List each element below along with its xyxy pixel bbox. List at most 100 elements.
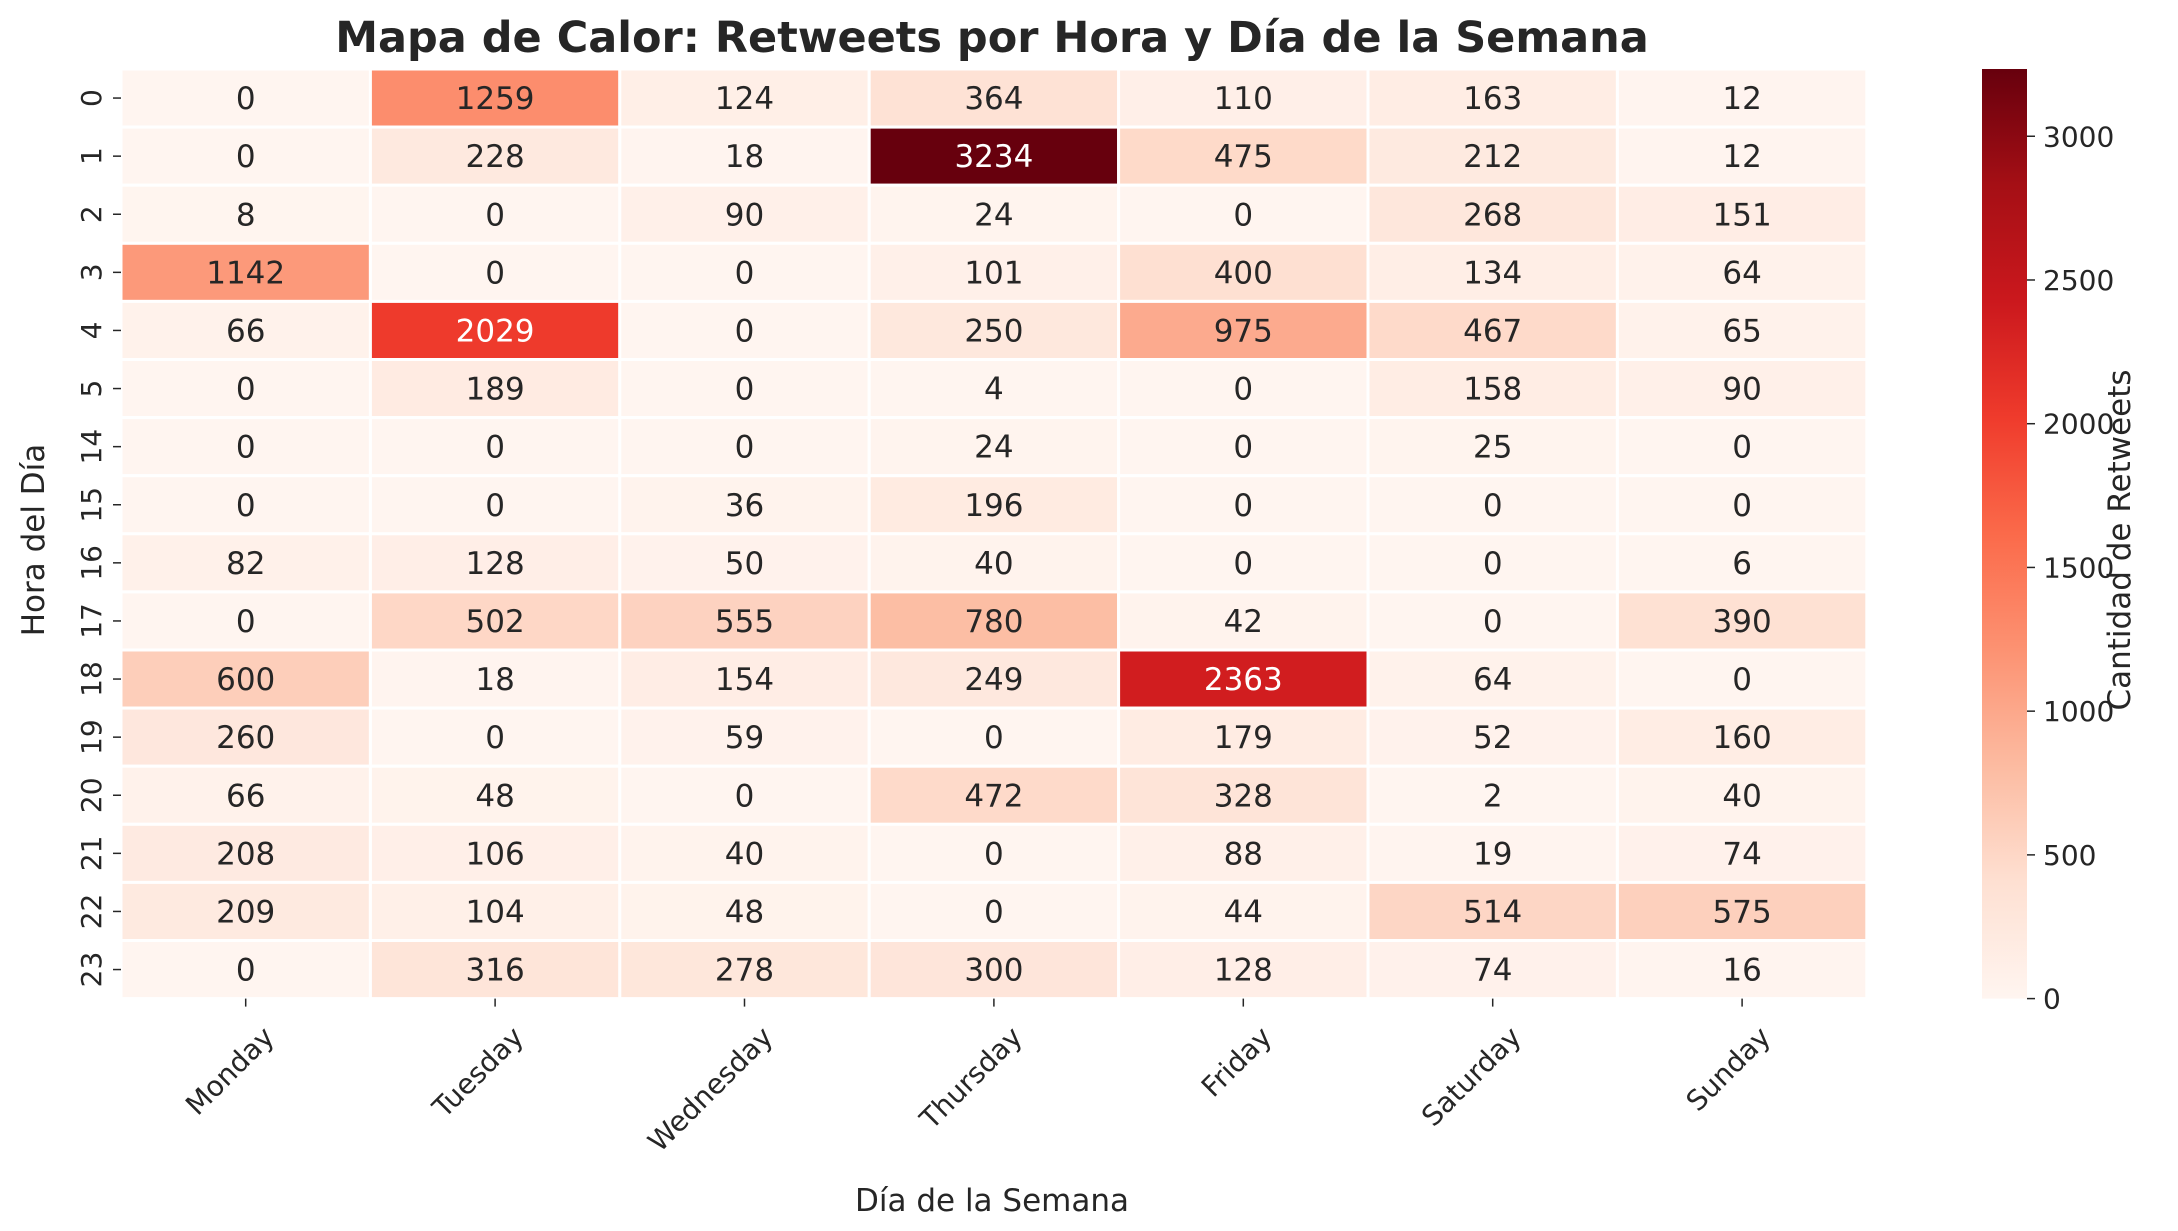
heatmap-cell <box>368 590 622 652</box>
cell-value-label: 0 <box>1233 197 1253 233</box>
heatmap-cell <box>1117 764 1370 826</box>
heatmap-cell <box>119 822 372 884</box>
x-axis-label: Día de la Semana <box>855 1183 1129 1219</box>
heatmap-cell <box>618 183 871 245</box>
heatmap-cell <box>119 474 372 536</box>
heatmap-cell <box>368 241 622 303</box>
cell-value-label: 316 <box>466 953 525 989</box>
heatmap-cell <box>1366 648 1619 710</box>
heatmap-cell <box>368 532 622 594</box>
heatmap-cell <box>119 706 372 768</box>
cell-value-label: 66 <box>226 778 265 814</box>
cell-value-label: 0 <box>485 255 505 291</box>
heatmap-cell <box>867 241 1121 303</box>
cell-value-label: 364 <box>964 81 1023 117</box>
heatmap-cell <box>1117 590 1370 652</box>
cell-value-label: 0 <box>735 430 755 466</box>
colorbar-tick-label: 0 <box>2043 983 2061 1016</box>
heatmap-cell <box>618 532 871 594</box>
heatmap-cell <box>368 416 622 478</box>
heatmap-cell <box>368 939 622 1001</box>
heatmap-cell <box>618 67 871 129</box>
heatmap-cell <box>867 939 1121 1001</box>
heatmap-cell <box>368 648 622 710</box>
cell-value-label: 48 <box>725 894 764 930</box>
y-tick-label: 1 <box>75 147 108 165</box>
cell-value-label: 90 <box>1722 372 1761 408</box>
colorbar-tick-label: 2500 <box>2043 264 2114 297</box>
heatmap-cell <box>618 764 871 826</box>
heatmap-cell <box>1615 880 1869 943</box>
cell-value-label: 4 <box>984 372 1004 408</box>
cell-value-label: 128 <box>1214 953 1273 989</box>
heatmap-cell <box>867 183 1121 245</box>
cell-value-label: 50 <box>725 546 764 582</box>
cell-value-label: 134 <box>1463 255 1522 291</box>
heatmap-cell <box>368 299 622 361</box>
cell-value-label: 1259 <box>456 81 535 117</box>
heatmap-cell <box>368 183 622 245</box>
y-tick-label: 0 <box>75 89 108 107</box>
cell-value-label: 0 <box>1233 488 1253 524</box>
chart-title: Mapa de Calor: Retweets por Hora y Día d… <box>335 13 1649 63</box>
heatmap-cell <box>368 125 622 187</box>
colorbar-gradient <box>1982 69 2027 999</box>
y-tick-label: 16 <box>75 545 108 581</box>
cell-value-label: 74 <box>1722 836 1761 872</box>
colorbar: 0 500 1000 1500 2000 2500 3000 <box>1982 69 2114 1016</box>
cell-value-label: 0 <box>1732 488 1752 524</box>
cell-value-label: 64 <box>1473 662 1512 698</box>
heatmap-cell <box>1366 474 1619 536</box>
heatmap-cell <box>1615 822 1869 884</box>
cell-value-label: 44 <box>1224 894 1263 930</box>
cell-value-label: 0 <box>236 430 256 466</box>
cell-value-label: 48 <box>475 778 514 814</box>
heatmap-cell <box>1117 183 1370 245</box>
cell-value-label: 1142 <box>206 255 285 291</box>
heatmap-cell <box>1366 358 1619 420</box>
cell-value-label: 0 <box>1233 546 1253 582</box>
heatmap-cell <box>618 706 871 768</box>
colorbar-tick-label: 3000 <box>2043 120 2114 153</box>
cell-value-label: 208 <box>216 836 275 872</box>
cell-value-label: 390 <box>1713 604 1772 640</box>
heatmap-cell <box>1615 416 1869 478</box>
cell-value-label: 0 <box>236 372 256 408</box>
cell-value-label: 0 <box>485 197 505 233</box>
cell-value-label: 0 <box>735 313 755 349</box>
heatmap-cell <box>1615 764 1869 826</box>
heatmap-cell <box>368 706 622 768</box>
heatmap-cell <box>1615 474 1869 536</box>
cell-value-label: 250 <box>964 313 1023 349</box>
colorbar-tick-label: 1000 <box>2043 695 2114 728</box>
cell-value-label: 249 <box>964 662 1023 698</box>
cell-value-label: 260 <box>216 720 275 756</box>
heatmap-cell <box>119 416 372 478</box>
y-tick-label: 5 <box>75 380 108 398</box>
cell-value-label: 65 <box>1722 313 1761 349</box>
cell-value-label: 0 <box>236 139 256 175</box>
cell-value-label: 110 <box>1214 81 1273 117</box>
colorbar-label: Cantidad de Retweets <box>2102 369 2138 710</box>
heatmap-cell <box>618 880 871 943</box>
y-axis-label: Hora del Día <box>16 444 52 637</box>
cell-value-label: 502 <box>466 604 525 640</box>
cell-value-label: 212 <box>1463 139 1522 175</box>
y-tick-label: 14 <box>75 429 108 465</box>
cell-value-label: 179 <box>1214 720 1273 756</box>
cell-value-label: 975 <box>1214 313 1273 349</box>
cell-value-label: 0 <box>984 720 1004 756</box>
cell-value-label: 36 <box>725 488 764 524</box>
cell-value-label: 64 <box>1722 255 1761 291</box>
cell-value-label: 52 <box>1473 720 1512 756</box>
heatmap-cell <box>1117 474 1370 536</box>
cell-value-label: 24 <box>974 197 1013 233</box>
colorbar-tick-label: 2000 <box>2043 408 2114 441</box>
cell-value-label: 0 <box>1233 430 1253 466</box>
cell-value-label: 780 <box>964 604 1023 640</box>
heatmap-cell <box>119 183 372 245</box>
cell-value-label: 0 <box>1732 430 1752 466</box>
y-tick-label: 20 <box>75 777 108 813</box>
cell-value-label: 400 <box>1214 255 1273 291</box>
cell-value-label: 196 <box>964 488 1023 524</box>
